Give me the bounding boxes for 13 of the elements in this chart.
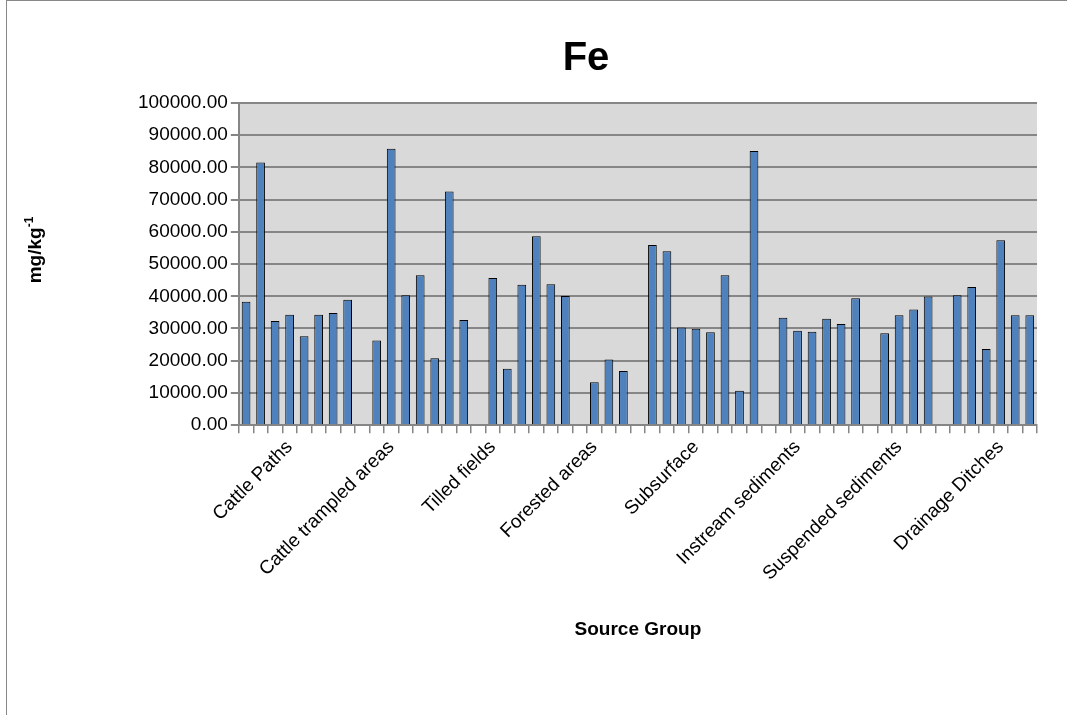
y-tick-label: 80000.00 [148,155,228,177]
chart-title: Fe [562,34,610,79]
x-axis-title: Source Group [574,617,702,639]
y-tick-label: 50000.00 [148,252,228,274]
y-tick-label: 90000.00 [148,123,228,145]
y-tick-label: 100000.00 [137,91,228,113]
y-tick-label: 20000.00 [148,348,228,370]
y-tick-label: 30000.00 [148,316,228,338]
y-tick-label: 60000.00 [148,220,228,242]
y-tick-label: 0.00 [190,413,228,435]
y-tick-label: 40000.00 [148,284,228,306]
y-tick-label: 70000.00 [148,187,228,209]
y-tick-label: 10000.00 [148,381,228,403]
